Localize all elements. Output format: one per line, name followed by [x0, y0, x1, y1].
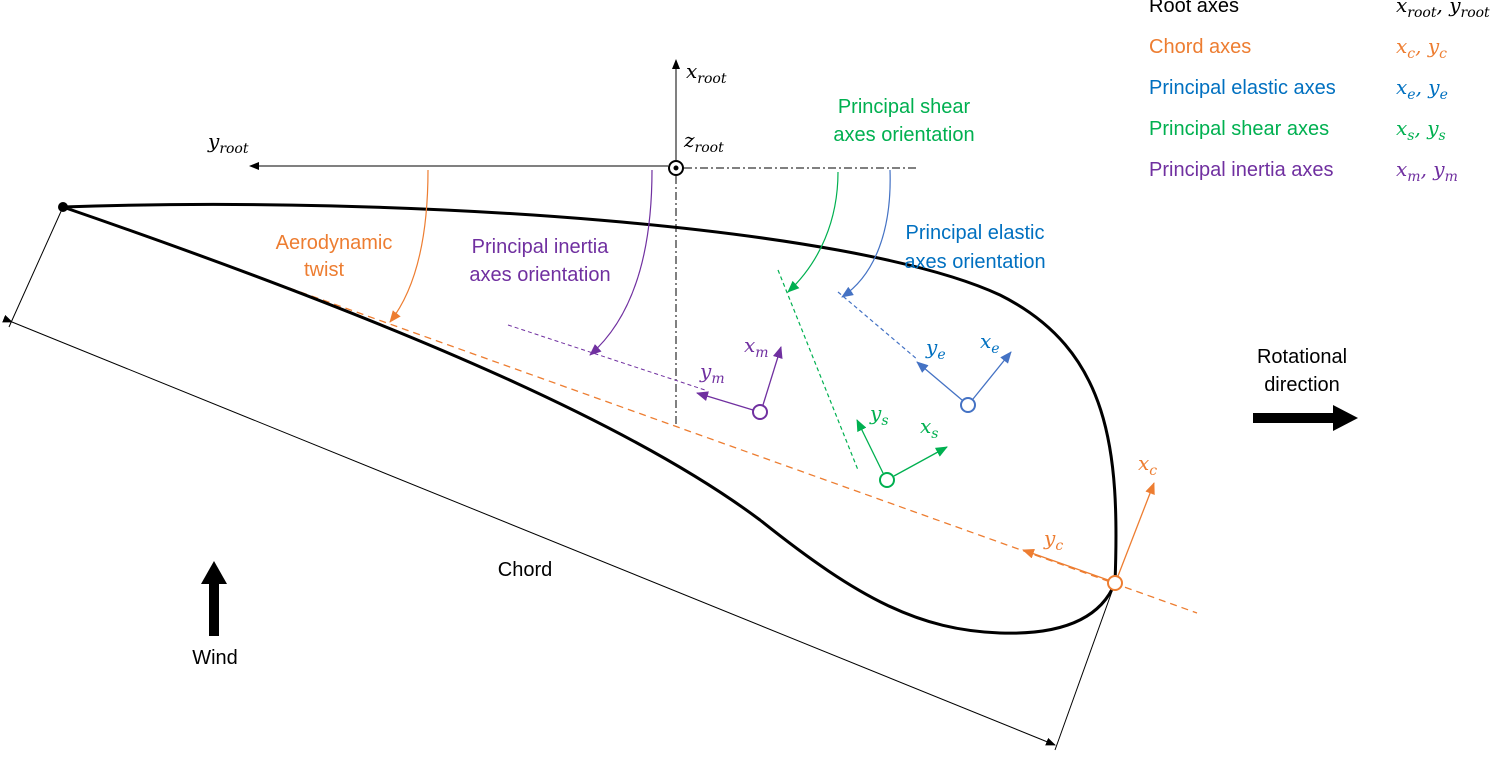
legend-label: Principal inertia axes: [1149, 159, 1334, 181]
legend-symbol: xs, ys: [1396, 116, 1446, 144]
x-root-label: xroot: [686, 59, 727, 87]
trailing-edge-point: [58, 202, 68, 212]
elastic-orientation-label-2: axes orientation: [904, 251, 1045, 273]
inertia-axes: [696, 346, 783, 420]
rotational-direction-arrow-icon: [1253, 405, 1358, 431]
shear-orientation-arc: [787, 171, 839, 293]
elastic-orientation-arc: [841, 169, 891, 298]
legend-symbol: xc, yc: [1396, 34, 1447, 62]
rotational-direction-label-2: direction: [1264, 374, 1340, 396]
inertia-orientation-label-2: axes orientation: [469, 264, 610, 286]
chord-label: Chord: [498, 559, 552, 581]
x-m-label: xm: [744, 333, 769, 361]
legend-symbol: xe, ye: [1396, 75, 1448, 103]
wind-arrow-icon: [201, 561, 227, 636]
aerodynamic-twist-arc: [389, 169, 429, 323]
legend-label: Root axes: [1149, 0, 1239, 17]
inertia-orientation-label: Principal inertia: [472, 236, 610, 258]
legend: Root axes xroot, yroot Chord axes xc, yc Pri…: [1149, 0, 1490, 185]
legend-label: Principal shear axes: [1149, 118, 1329, 140]
inertia-axis-line: [507, 324, 706, 391]
chord-dimension: [2, 206, 1116, 751]
rotational-direction-label: Rotational: [1257, 346, 1347, 368]
y-root-label: yroot: [207, 129, 249, 157]
elastic-orientation-label: Principal elastic: [906, 222, 1045, 244]
airfoil-outline: [62, 202, 1118, 635]
y-m-label: ym: [699, 359, 725, 387]
x-s-label: xs: [920, 414, 938, 442]
legend-label: Principal elastic axes: [1149, 77, 1336, 99]
shear-axes: [856, 419, 948, 488]
chord-axes: [1022, 482, 1155, 591]
z-root-label: zroot: [683, 128, 724, 156]
legend-symbol: xroot, yroot: [1396, 0, 1490, 21]
legend-symbol: xm, ym: [1396, 157, 1458, 185]
y-e-label: ye: [925, 335, 946, 363]
aerodynamic-twist-label-2: twist: [304, 259, 344, 281]
inertia-orientation-arc: [589, 169, 653, 356]
chord-line: [62, 206, 1198, 614]
x-c-label: xc: [1138, 451, 1157, 479]
elastic-axes: [916, 351, 1012, 413]
shear-orientation-label: Principal shear: [838, 96, 971, 118]
shear-axis-line: [777, 269, 859, 471]
shear-orientation-label-2: axes orientation: [833, 124, 974, 146]
y-c-label: yc: [1043, 526, 1063, 554]
y-s-label: ys: [869, 401, 889, 429]
legend-label: Chord axes: [1149, 36, 1251, 58]
wind-label: Wind: [192, 647, 238, 669]
x-e-label: xe: [980, 329, 1000, 357]
root-axes: [249, 59, 918, 425]
elastic-axis-line: [837, 291, 919, 361]
aerodynamic-twist-label: Aerodynamic: [276, 232, 393, 254]
